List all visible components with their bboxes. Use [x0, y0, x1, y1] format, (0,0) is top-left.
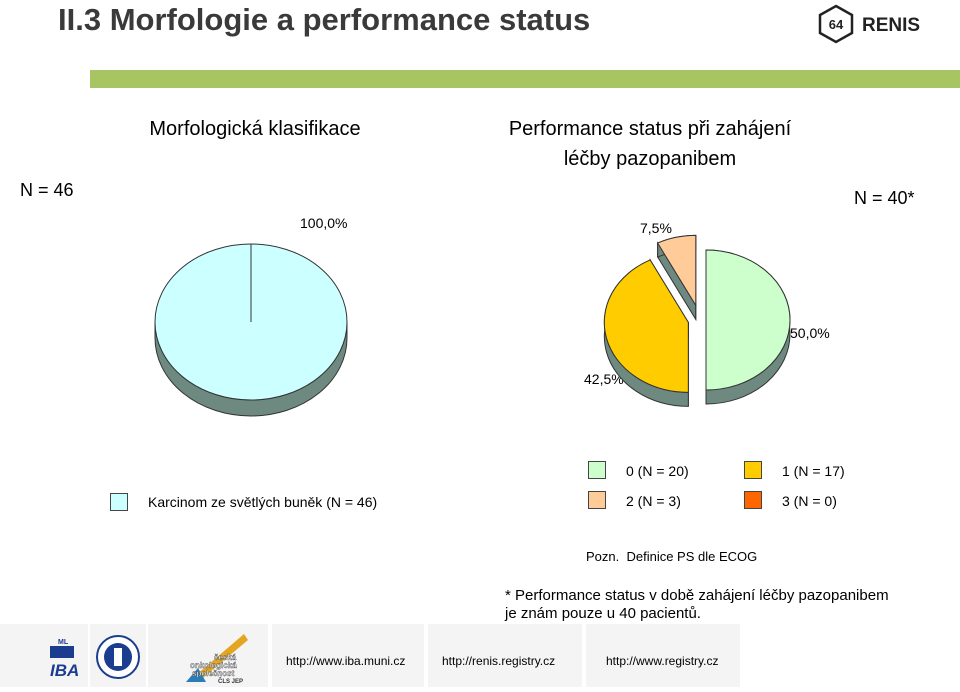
chart1-n-label: N = 46 — [20, 180, 74, 200]
logo-number: 64 — [829, 17, 844, 32]
legend-label-ps2: 2 (N = 3) — [626, 493, 681, 509]
chart2-title-line1: Performance status při zahájení — [508, 118, 792, 140]
legend-swatch-ps0 — [588, 461, 606, 479]
renis-logo: 64 RENIS — [818, 4, 920, 44]
footer-tile-link1: http://www.iba.muni.cz — [272, 624, 424, 687]
pie-slice-ps-2 — [656, 234, 697, 322]
footer-tile-link3: http://www.registry.cz — [586, 624, 740, 687]
legend-swatch-karcinom — [110, 493, 128, 511]
note-line2: je znám pouze u 40 pacientů. — [505, 605, 701, 622]
legend-label-ps1: 1 (N = 17) — [782, 463, 845, 479]
cos-logo-line3: společnost — [192, 669, 235, 678]
pie-slice-ps-1 — [603, 258, 689, 407]
cos-logo-line2: onkologická — [190, 661, 237, 670]
chart2-slice-label-0: 50,0% — [790, 325, 830, 341]
legend-swatch-ps2 — [588, 491, 606, 509]
pie-slice-morf-0 — [154, 243, 348, 417]
footer-link-registry[interactable]: http://www.registry.cz — [606, 654, 719, 668]
chart2-slice-label-2: 7,5% — [640, 220, 672, 236]
chart2-title-line2: léčby pazopanibem — [563, 148, 737, 170]
iba-logo-sup: ML — [58, 639, 69, 646]
legend-label-ps0: 0 (N = 20) — [626, 463, 689, 479]
pie-slice-ps-0 — [705, 249, 791, 405]
hexagon-icon — [818, 4, 854, 44]
note-line1: * Performance status v době zahájení léč… — [505, 587, 889, 604]
legend-label-karcinom: Karcinom ze světlých buněk (N = 46) — [148, 494, 378, 510]
footer-link-iba[interactable]: http://www.iba.muni.cz — [286, 654, 406, 668]
logo-text: RENIS — [862, 15, 920, 36]
legend-swatch-ps3 — [744, 491, 762, 509]
cos-logo: česká onkologická společnost ČLS JEP — [186, 634, 248, 685]
footer-tile-iba: ML IBA — [0, 624, 88, 687]
footer-link-renis[interactable]: http://renis.registry.cz — [442, 654, 556, 668]
chart1-title: Morfologická klasifikace — [149, 118, 361, 140]
note-pozn: Pozn. Definice PS dle ECOG — [586, 549, 758, 564]
page-title: II.3 Morfologie a performance status — [58, 2, 591, 37]
footer-tile-cos: česká onkologická společnost ČLS JEP — [148, 624, 268, 687]
header-accent-bar — [0, 70, 960, 88]
footer-tile-muni — [90, 624, 146, 687]
footer: ML IBA česká onkologická společnost ČLS … — [0, 624, 960, 687]
pie-chart-performance — [603, 234, 791, 407]
chart1-slice-label: 100,0% — [300, 215, 348, 231]
iba-logo: ML IBA — [50, 639, 79, 680]
pie-chart-morfologie — [154, 243, 348, 417]
iba-logo-text: IBA — [50, 661, 79, 680]
cos-logo-line4: ČLS JEP — [218, 678, 243, 685]
legend-swatch-ps1 — [744, 461, 762, 479]
footer-tile-link2: http://renis.registry.cz — [428, 624, 582, 687]
legend-label-ps3: 3 (N = 0) — [782, 493, 837, 509]
cos-logo-line1: česká — [214, 653, 237, 662]
chart2-slice-label-1: 42,5% — [584, 371, 624, 387]
muni-seal-icon — [96, 635, 140, 679]
chart2-n-label: N = 40* — [854, 188, 915, 208]
